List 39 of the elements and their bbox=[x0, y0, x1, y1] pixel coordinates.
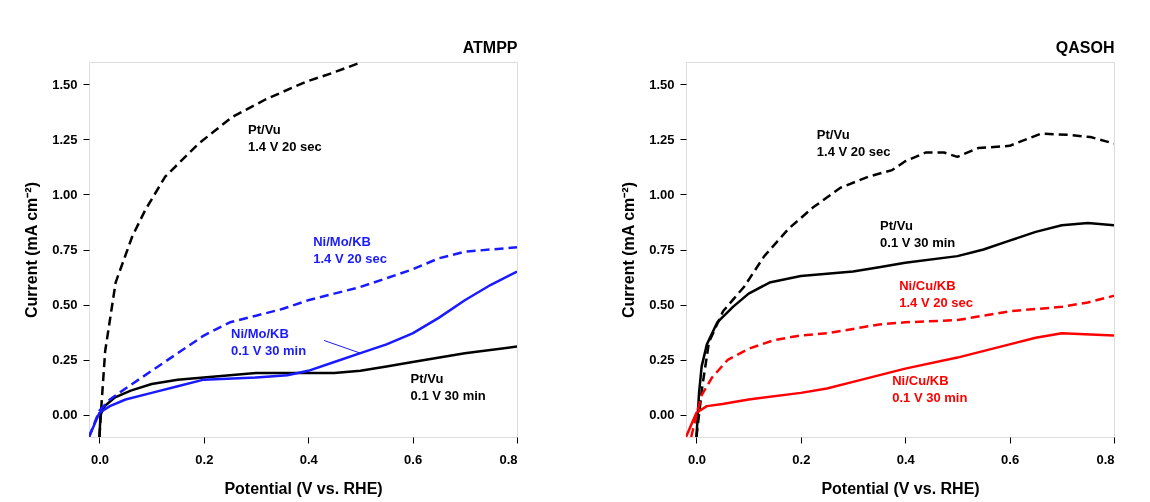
series-label: Ni/Cu/KB 1.4 V 20 sec bbox=[899, 278, 973, 311]
y-tick-label: 0.75 bbox=[52, 242, 78, 257]
y-axis-title: Current (mA cm⁻²) bbox=[620, 182, 638, 318]
series-label: Ni/Mo/KB 1.4 V 20 sec bbox=[313, 234, 387, 267]
x-axis-title: Potential (V vs. RHE) bbox=[821, 479, 980, 497]
line-series bbox=[689, 294, 1114, 437]
x-tick-label: 0.6 bbox=[404, 451, 423, 467]
chart-title: QASOH bbox=[1055, 39, 1115, 56]
x-tick-label: 0.4 bbox=[299, 451, 319, 467]
series-label: Pt/Vu 0.1 V 30 min bbox=[410, 371, 486, 403]
y-tick-label: 0.25 bbox=[649, 352, 675, 368]
y-tick-label: 1.50 bbox=[52, 76, 78, 92]
y-tick-label: 0.50 bbox=[52, 297, 78, 313]
y-tick-label: 1.25 bbox=[649, 131, 675, 147]
x-tick-label: 0.0 bbox=[90, 451, 109, 467]
x-tick-label: 0.2 bbox=[792, 451, 811, 467]
series-label: Ni/Cu/KB 0.1 V 30 min bbox=[892, 372, 968, 405]
legend-label: Ni/Mo/KB 0.1 V 30 min bbox=[231, 326, 307, 359]
y-tick-label: 1.00 bbox=[52, 186, 78, 202]
x-tick-label: 0.8 bbox=[499, 451, 518, 467]
y-tick-label: 1.50 bbox=[649, 76, 675, 92]
x-axis-title: Potential (V vs. RHE) bbox=[224, 479, 383, 497]
x-tick-label: 0.4 bbox=[896, 451, 916, 467]
x-tick-label: 0.2 bbox=[195, 451, 214, 467]
y-axis-title: Current (mA cm⁻²) bbox=[23, 182, 41, 318]
y-tick-label: 0.00 bbox=[52, 407, 78, 423]
y-tick-label: 0.50 bbox=[649, 297, 675, 313]
y-tick-label: 1.00 bbox=[649, 186, 675, 202]
x-tick-label: 0.6 bbox=[1001, 451, 1020, 467]
y-tick-label: 1.25 bbox=[52, 131, 78, 147]
chart-title: ATMPP bbox=[462, 39, 518, 56]
y-tick-label: 0.00 bbox=[649, 407, 675, 423]
series-label: Pt/Vu 1.4 V 20 sec bbox=[816, 126, 891, 159]
x-tick-label: 0.0 bbox=[687, 451, 706, 467]
y-tick-label: 0.25 bbox=[52, 352, 78, 368]
series-label: Pt/Vu 1.4 V 20 sec bbox=[248, 122, 322, 155]
y-tick-label: 0.75 bbox=[649, 242, 675, 257]
series-label: Pt/Vu 0.1 V 30 min bbox=[880, 218, 956, 251]
x-tick-label: 0.8 bbox=[1096, 451, 1115, 467]
